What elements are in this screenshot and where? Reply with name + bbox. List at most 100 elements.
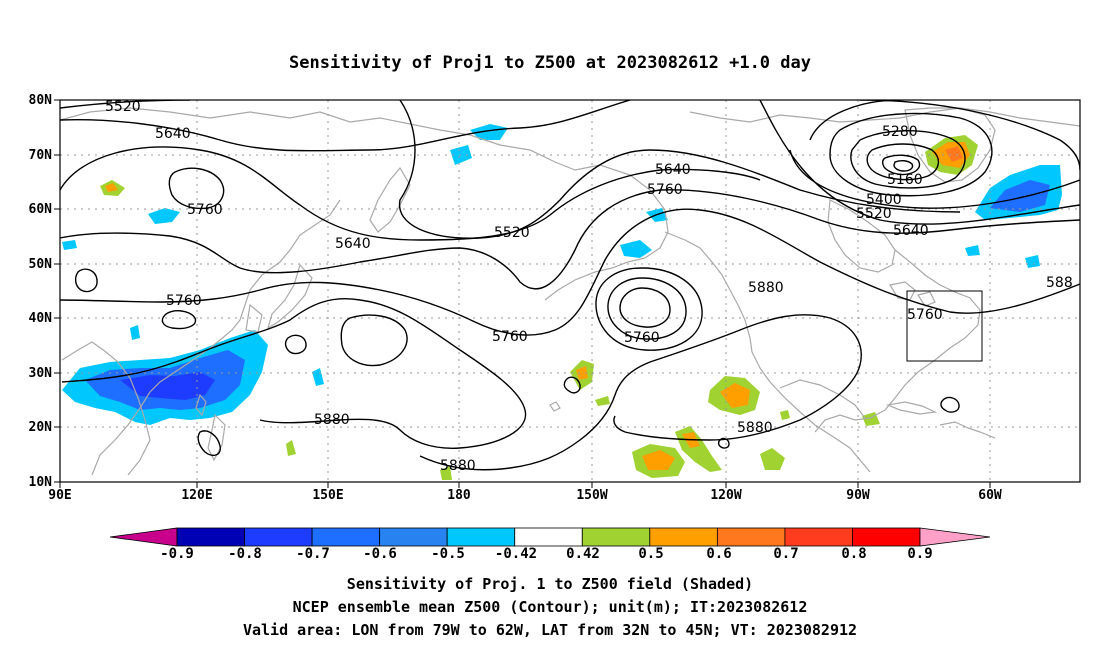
contour-atl-high — [859, 100, 1080, 171]
sensitivity-shading — [62, 124, 1062, 480]
colorbar-cell — [581, 527, 651, 547]
shade-pos-mexico-core — [720, 383, 750, 408]
colorbar-label: -0.9 — [160, 546, 194, 562]
contour-label: 5160 — [887, 172, 923, 188]
colorbar-over-triangle — [919, 527, 991, 547]
coastlines — [60, 107, 1080, 476]
contour-label: 5640 — [893, 223, 929, 239]
colorbar-label: -0.6 — [363, 546, 397, 562]
contour-5880-closed-pacific — [340, 314, 408, 367]
map-title: Sensitivity of Proj1 to Z500 at 20230826… — [289, 53, 811, 73]
coast-hudson — [827, 199, 896, 273]
lat-labels: 80N 70N 60N 50N 40N 30N 20N 10N — [29, 93, 53, 490]
colorbar-cell — [379, 527, 448, 547]
coast-alaska — [544, 164, 669, 301]
colorbar-cell — [649, 527, 718, 547]
lon-label: 150E — [312, 488, 343, 503]
coast-canada-arctic — [689, 107, 1080, 127]
coast-greenland — [904, 107, 996, 183]
lon-label: 150W — [576, 488, 607, 503]
contour-small-ring5 — [563, 376, 581, 394]
contour-small-ring1 — [74, 268, 98, 293]
colorbar-label: 0.7 — [773, 546, 798, 562]
lat-label: 50N — [29, 257, 53, 272]
contour-low-greenland-2 — [850, 130, 966, 189]
contour-label: 5760 — [907, 307, 943, 323]
valid-area-box — [906, 290, 983, 362]
lon-label: 120E — [181, 488, 212, 503]
contour-5760-mongolia — [168, 167, 225, 210]
contour-label: 5760 — [492, 329, 528, 345]
coast-taiwan — [195, 393, 207, 417]
lon-label: 90E — [48, 488, 71, 503]
coast-asia-east — [91, 199, 341, 476]
contour-label: 588 — [1046, 275, 1073, 291]
lat-label: 70N — [29, 148, 53, 163]
caption-line: Sensitivity of Proj. 1 to Z500 field (Sh… — [347, 575, 753, 593]
contour-label: 5880 — [314, 412, 350, 428]
contour-label: 5760 — [647, 182, 683, 198]
shade-neg-small1 — [62, 240, 77, 250]
lat-label: 80N — [29, 93, 53, 108]
coast-antilles — [939, 421, 996, 439]
shade-pos-centam — [760, 448, 785, 470]
coast-us-east — [814, 249, 981, 433]
shade-neg-greenland-core — [990, 180, 1050, 212]
coast-indochina — [61, 341, 151, 476]
lat-label: 60N — [29, 202, 53, 217]
contour-label: 5760 — [187, 202, 223, 218]
colorbar-cell — [852, 527, 921, 547]
contour-5760-west — [60, 146, 761, 241]
coast-hawaii — [549, 401, 561, 412]
contour-label: 5880 — [748, 280, 784, 296]
colorbar-label: -0.5 — [431, 546, 465, 562]
colorbar-under-triangle — [109, 527, 178, 547]
colorbar-label: 0.42 — [566, 546, 600, 562]
lat-label: 20N — [29, 420, 53, 435]
colorbar-label: -0.8 — [228, 546, 262, 562]
shade-neg-mongolia — [148, 208, 180, 224]
lon-label: 180 — [447, 488, 471, 503]
shade-pos-hawaii-core — [576, 366, 588, 380]
caption-line: NCEP ensemble mean Z500 (Contour); unit(… — [293, 598, 808, 616]
graticule — [60, 100, 1080, 482]
contour-5640-mid — [60, 189, 1080, 290]
lon-label: 60W — [978, 488, 1002, 503]
axis-ticks — [54, 99, 991, 488]
shade-neg-asia-dark — [120, 372, 215, 400]
colorbar-cell — [784, 527, 853, 547]
contour-label: 5880 — [737, 420, 773, 436]
contour-5520-atl — [759, 100, 1080, 225]
map-area: 5520 5640 5760 5640 5760 5520 5640 5760 … — [60, 100, 1080, 482]
colorbar-label: 0.6 — [706, 546, 731, 562]
shade-neg-aleutian — [620, 240, 652, 258]
colorbar — [109, 527, 991, 547]
colorbar-cells — [176, 527, 921, 547]
lon-label: 90W — [846, 488, 870, 503]
colorbar-label: -0.7 — [296, 546, 330, 562]
contour-5760-mid — [60, 208, 1080, 336]
contour-5880-main — [61, 298, 527, 449]
contour-label-group: 5520 5640 5760 5640 5760 5520 5640 5760 … — [105, 100, 1073, 474]
lat-label: 30N — [29, 366, 53, 381]
colorbar-cell — [244, 527, 313, 547]
shade-pos-small4 — [780, 410, 790, 420]
lat-label: 10N — [29, 475, 53, 490]
coast-alaska-south — [664, 231, 871, 473]
contour-5880-south — [419, 314, 862, 471]
lon-label: 120W — [710, 488, 741, 503]
colorbar-label: 0.8 — [841, 546, 866, 562]
colorbar-cell — [446, 527, 516, 547]
shade-neg-small4 — [1025, 255, 1040, 268]
shade-pos-pacific1-core — [642, 450, 675, 470]
coast-gulf — [779, 379, 866, 419]
shade-neg-small5 — [965, 245, 980, 256]
contour-low-greenland-5 — [893, 159, 914, 172]
z500-contours — [60, 100, 1080, 471]
colorbar-label: 0.5 — [638, 546, 663, 562]
contour-5760-low-inner1 — [607, 277, 687, 340]
colorbar-cell — [514, 527, 583, 547]
contour-small-ring3 — [284, 334, 307, 355]
contour-label: 5520 — [494, 225, 530, 241]
contour-label: 5640 — [655, 162, 691, 178]
